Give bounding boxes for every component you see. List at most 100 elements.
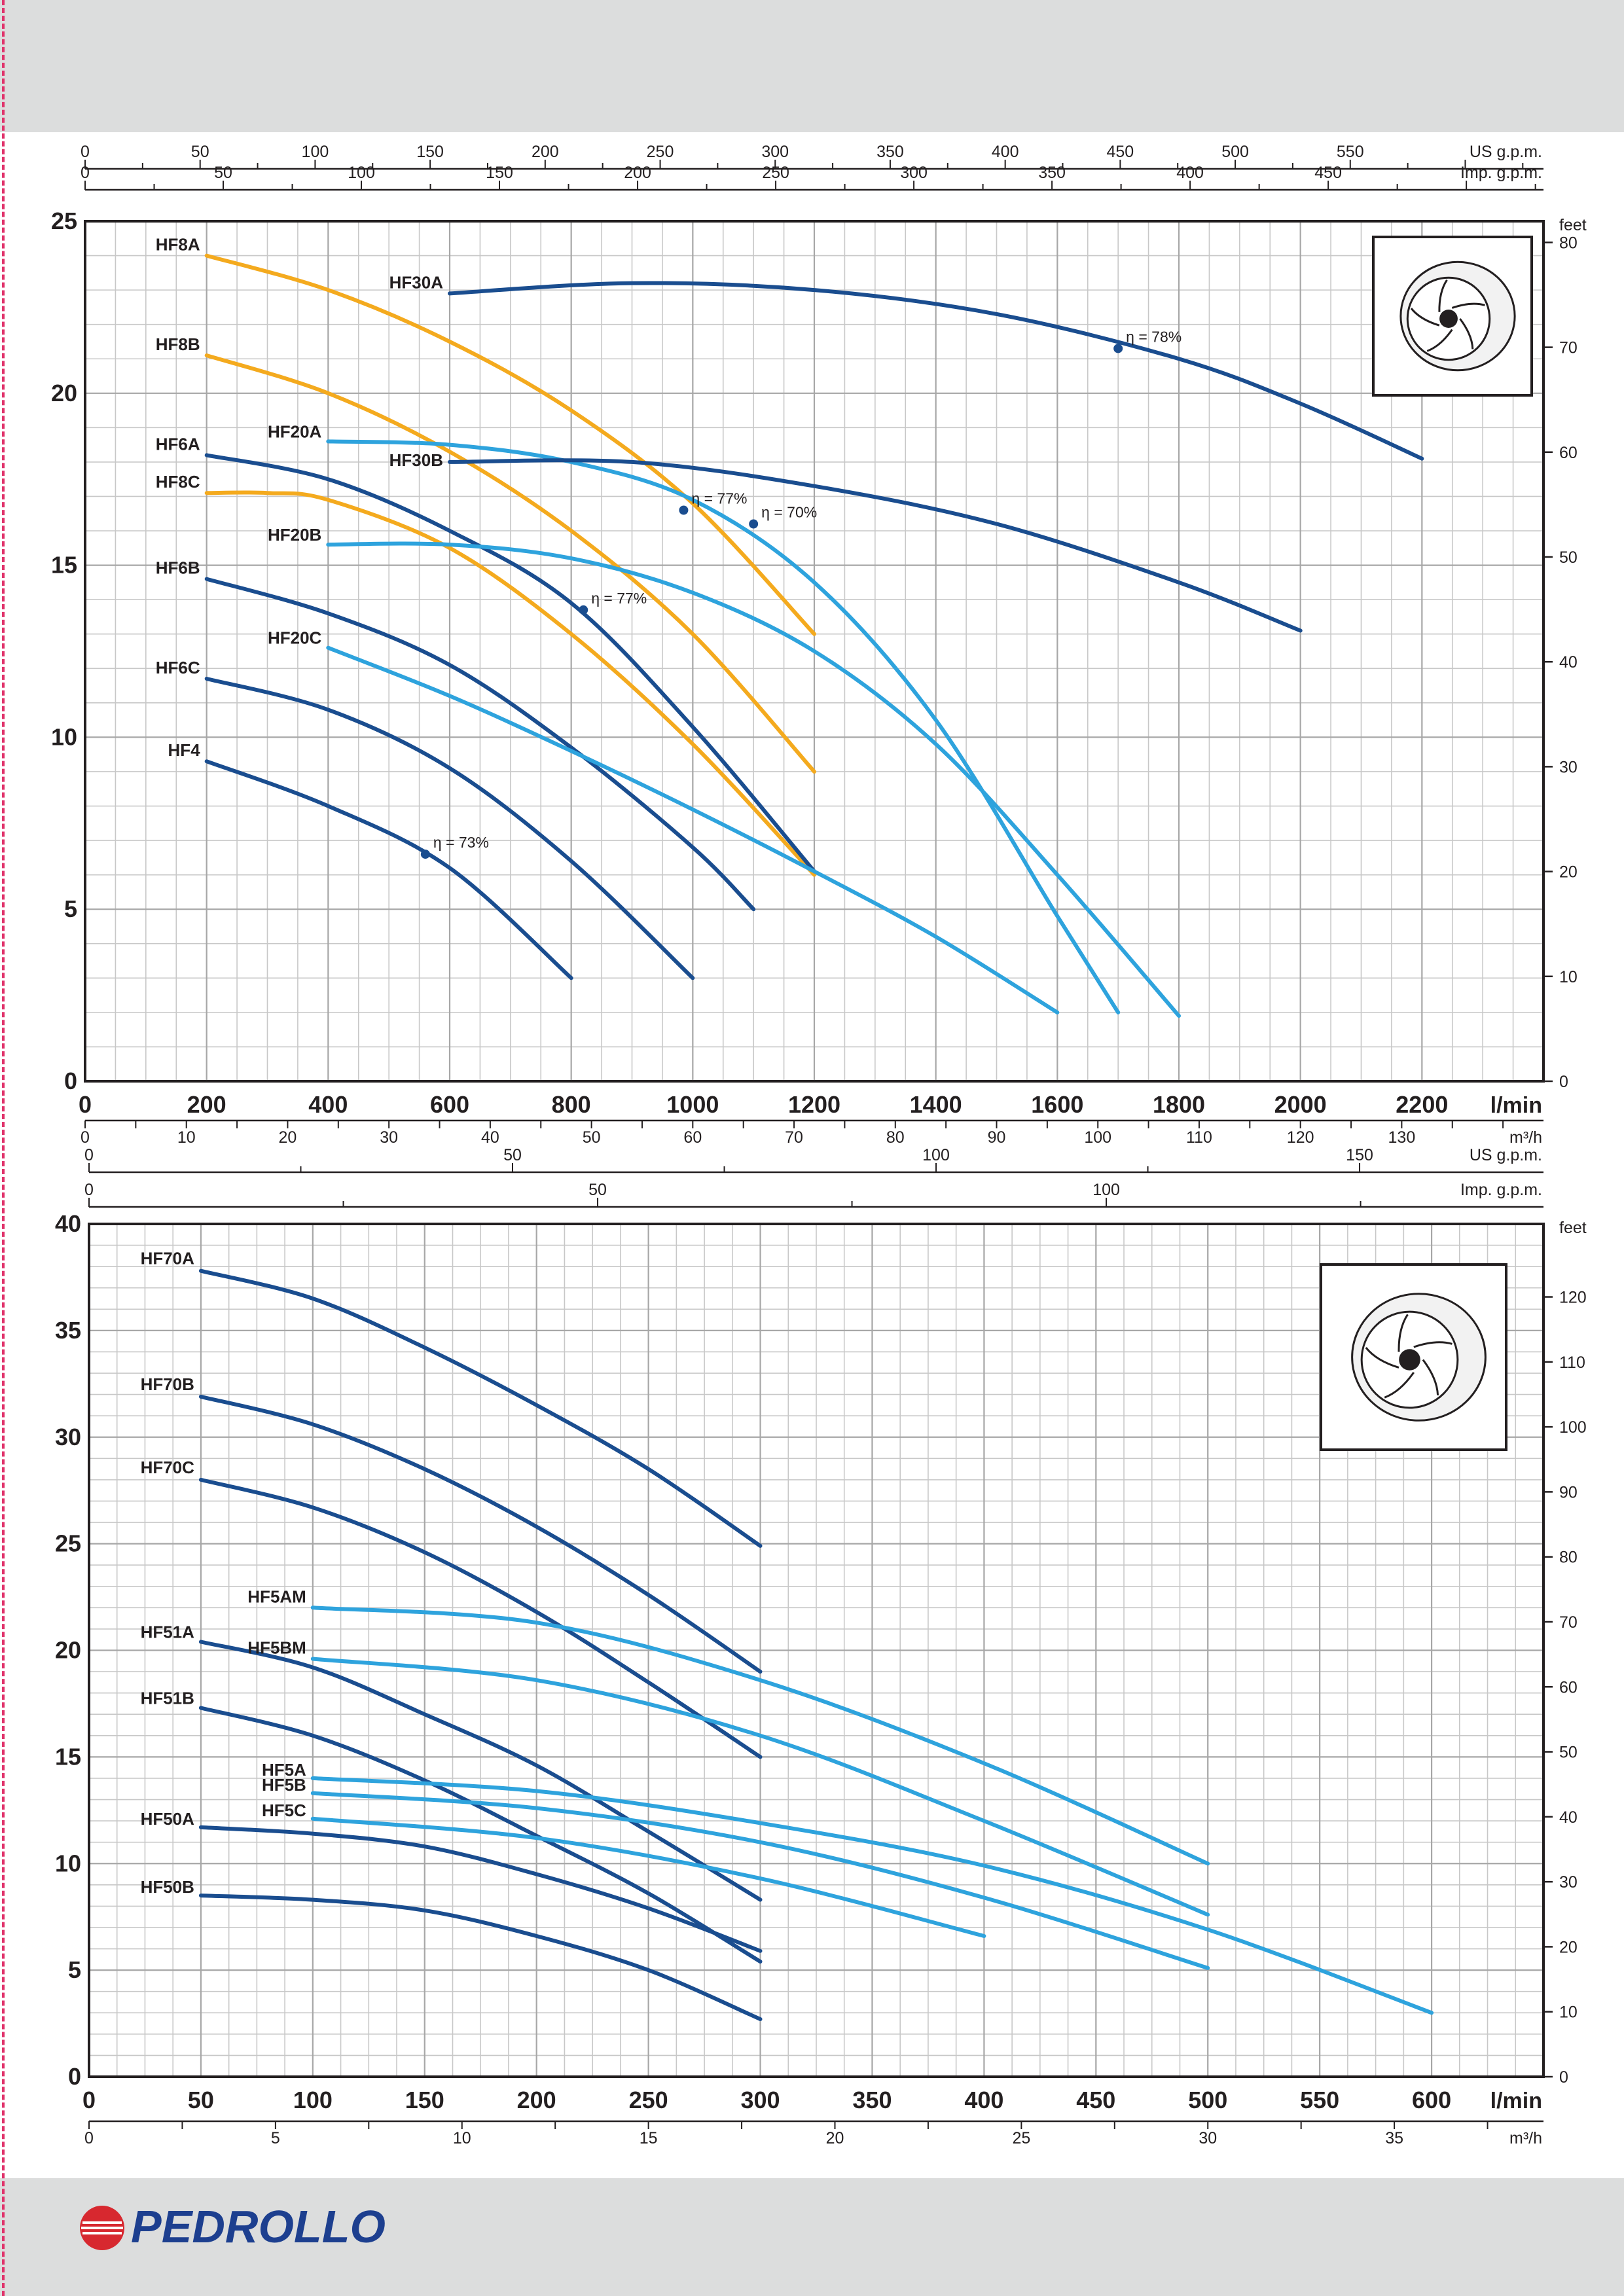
y-tick-label: 20 bbox=[51, 380, 77, 406]
y-tick-label: 10 bbox=[55, 1850, 81, 1876]
footer-band bbox=[0, 2178, 1624, 2296]
feet-tick-label: 50 bbox=[1559, 1744, 1578, 1762]
us-gpm-tick-label: 500 bbox=[1221, 143, 1249, 161]
x-unit-label: l/min bbox=[1490, 2089, 1542, 2113]
m3h-tick-label: 70 bbox=[785, 1128, 803, 1147]
feet-unit-label: feet bbox=[1559, 1219, 1587, 1237]
top-axes: 0 50 100 150 US g.p.m. 0 50 100 Imp. g.p.m. bbox=[84, 1146, 1543, 1208]
imp-gpm-tick-label: 200 bbox=[624, 164, 651, 182]
m3h-tick-label: 35 bbox=[1385, 2129, 1403, 2147]
imp-gpm-tick-label: 300 bbox=[900, 164, 928, 182]
y-tick-label: 25 bbox=[51, 207, 77, 234]
efficiency-label: η = 78% bbox=[1126, 328, 1182, 345]
x-unit-label: l/min bbox=[1490, 1093, 1542, 1118]
m3h-tick-label: 60 bbox=[683, 1128, 702, 1147]
series-label: HF8C bbox=[156, 472, 200, 492]
us-gpm-tick-label: 350 bbox=[876, 143, 904, 161]
m3h-axis: 0 5 10 15 20 25 30 35 m³/h bbox=[84, 2120, 1543, 2147]
y-tick-label: 5 bbox=[64, 895, 77, 922]
x-tick-label: 550 bbox=[1300, 2087, 1339, 2113]
x-tick-label: 500 bbox=[1188, 2087, 1227, 2113]
feet-tick-label: 0 bbox=[1559, 2068, 1568, 2087]
curve-hf20b bbox=[326, 541, 1181, 1018]
curve-hf70b bbox=[198, 1394, 763, 1674]
x-tick-label: 2000 bbox=[1274, 1091, 1327, 1118]
x-tick-label: 100 bbox=[293, 2087, 333, 2113]
series-label: HF70C bbox=[141, 1458, 195, 1477]
efficiency-label: η = 77% bbox=[591, 590, 647, 607]
y-tick-label: 0 bbox=[64, 1067, 77, 1094]
feet-tick-label: 120 bbox=[1559, 1289, 1587, 1307]
impeller-vane bbox=[1459, 318, 1474, 350]
curve-hf50b bbox=[198, 1893, 763, 2021]
us-gpm-unit-label: US g.p.m. bbox=[1470, 1146, 1542, 1164]
curve-hf8a bbox=[204, 253, 816, 636]
impeller-hub bbox=[1439, 310, 1458, 328]
curve-hf5a bbox=[310, 1776, 1434, 2015]
x-tick-label: 600 bbox=[430, 1091, 469, 1118]
m3h-tick-label: 90 bbox=[988, 1128, 1006, 1147]
feet-tick-label: 20 bbox=[1559, 1938, 1578, 1956]
efficiency-label: η = 77% bbox=[691, 490, 747, 507]
x-tick-label: 200 bbox=[517, 2087, 556, 2113]
x-tick-label: 1200 bbox=[788, 1091, 840, 1118]
impeller-vane bbox=[1426, 329, 1453, 352]
curve-hf30a bbox=[448, 281, 1424, 461]
m3h-tick-label: 100 bbox=[1084, 1128, 1111, 1147]
curve-hf50a bbox=[198, 1825, 763, 1953]
feet-tick-label: 70 bbox=[1559, 339, 1578, 357]
x-tick-label: 1800 bbox=[1153, 1091, 1205, 1118]
m3h-tick-label: 0 bbox=[84, 2129, 94, 2147]
imp-gpm-tick-label: 50 bbox=[588, 1181, 607, 1199]
curve-hf6c bbox=[204, 677, 695, 980]
feet-tick-label: 90 bbox=[1559, 1483, 1578, 1501]
feet-axis: 0 10 20 30 40 50 60 70 80 90 100 110 120 feet bbox=[1543, 1219, 1587, 2087]
m3h-tick-label: 30 bbox=[380, 1128, 398, 1147]
pedrollo-logo-mark bbox=[80, 2206, 124, 2250]
cut-guide-line bbox=[2, 0, 5, 2296]
y-tick-label: 25 bbox=[55, 1530, 81, 1557]
curve-hf20a bbox=[326, 439, 1121, 1014]
us-gpm-tick-label: 150 bbox=[1346, 1146, 1373, 1164]
series-label: HF51A bbox=[141, 1622, 195, 1641]
impeller-illustration bbox=[1372, 236, 1533, 397]
curve-hf6b bbox=[204, 577, 756, 912]
feet-tick-label: 30 bbox=[1559, 1873, 1578, 1892]
impeller-vane bbox=[1384, 1372, 1415, 1399]
series-label: HF6B bbox=[156, 558, 200, 578]
series-label: HF6A bbox=[156, 434, 200, 454]
curve-hf70a bbox=[198, 1268, 763, 1548]
us-gpm-tick-label: 50 bbox=[503, 1146, 522, 1164]
us-gpm-tick-label: 100 bbox=[922, 1146, 950, 1164]
x-tick-label: 150 bbox=[405, 2087, 444, 2113]
impeller-vane bbox=[1422, 1359, 1439, 1395]
series-label: HF70B bbox=[141, 1374, 194, 1394]
feet-tick-label: 10 bbox=[1559, 968, 1578, 986]
m3h-tick-label: 15 bbox=[640, 2129, 658, 2147]
curve-hf30b bbox=[448, 458, 1303, 633]
impeller-vane bbox=[1413, 1341, 1453, 1348]
x-tick-label: 50 bbox=[188, 2087, 214, 2113]
x-tick-label: 1600 bbox=[1031, 1091, 1083, 1118]
series-label: HF4 bbox=[168, 740, 201, 760]
series-label: HF51B bbox=[141, 1688, 194, 1708]
curve-hf5bm bbox=[310, 1657, 1210, 1917]
impeller-illustration bbox=[1320, 1263, 1507, 1451]
m3h-tick-label: 110 bbox=[1186, 1128, 1212, 1147]
feet-tick-label: 80 bbox=[1559, 234, 1578, 252]
pedrollo-logo: PEDROLLO bbox=[79, 2194, 419, 2259]
curve-hf5b bbox=[310, 1791, 1210, 1970]
us-gpm-tick-label: 0 bbox=[84, 1146, 94, 1164]
m3h-tick-label: 5 bbox=[271, 2129, 280, 2147]
series-label: HF50A bbox=[141, 1809, 195, 1829]
m3h-axis: 0 10 20 30 40 50 60 70 80 90 100 110 120 130 m³/h bbox=[81, 1119, 1543, 1147]
m3h-unit-label: m³/h bbox=[1509, 1128, 1542, 1147]
feet-tick-label: 80 bbox=[1559, 1549, 1578, 1567]
m3h-tick-label: 0 bbox=[81, 1128, 90, 1147]
imp-gpm-tick-label: 100 bbox=[1092, 1181, 1120, 1199]
series-label: HF5A bbox=[262, 1760, 306, 1780]
m3h-tick-label: 10 bbox=[177, 1128, 196, 1147]
impeller-vane bbox=[1398, 1314, 1409, 1352]
